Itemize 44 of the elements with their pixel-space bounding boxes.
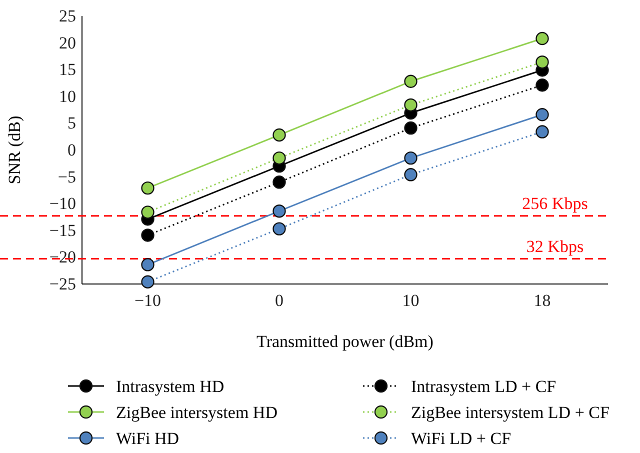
point	[272, 176, 286, 189]
point	[404, 151, 418, 165]
point	[536, 55, 549, 69]
point	[404, 121, 418, 135]
ref-line-label: 32 Kbps	[526, 236, 584, 256]
point	[272, 222, 286, 236]
x-tick-label: 10	[402, 291, 420, 310]
point	[536, 108, 549, 122]
point	[404, 98, 418, 112]
y-tick-label: 15	[59, 60, 76, 80]
point	[536, 78, 549, 92]
y-tick-label: −10	[49, 194, 76, 214]
point	[272, 204, 286, 218]
point	[272, 128, 286, 142]
legend-label: ZigBee intersystem HD	[116, 403, 278, 422]
x-tick-label: 0	[275, 291, 284, 310]
x-axis-title: Transmitted power (dBm)	[256, 332, 434, 351]
x-tick-label: −10	[134, 291, 162, 310]
ref-line-label: 256 Kbps	[522, 194, 588, 213]
point	[141, 275, 154, 288]
point	[141, 258, 154, 272]
legend-label: ZigBee intersystem LD + CF	[411, 403, 610, 422]
y-tick-label: 20	[59, 33, 76, 52]
legend-label: WiFi LD + CF	[411, 429, 512, 448]
legend-label: WiFi HD	[116, 429, 180, 448]
y-tick-label: 10	[59, 86, 76, 106]
y-tick-label: −25	[49, 274, 76, 294]
point	[141, 206, 154, 219]
point	[272, 151, 286, 165]
legend-label: Intrasystem LD + CF	[411, 377, 556, 396]
point	[536, 32, 549, 46]
point	[141, 181, 154, 195]
point	[141, 228, 154, 242]
y-tick-label: −5	[58, 167, 76, 186]
point	[404, 168, 418, 182]
y-tick-label: 0	[68, 140, 76, 160]
y-tick-label: 5	[68, 114, 76, 133]
point	[404, 74, 418, 88]
legend-label: Intrasystem HD	[116, 377, 224, 396]
y-tick-label: 25	[59, 6, 76, 26]
y-axis-title: SNR (dB)	[5, 116, 24, 184]
y-tick-label: −15	[49, 220, 76, 240]
point	[536, 125, 549, 138]
x-tick-label: 18	[534, 291, 551, 310]
